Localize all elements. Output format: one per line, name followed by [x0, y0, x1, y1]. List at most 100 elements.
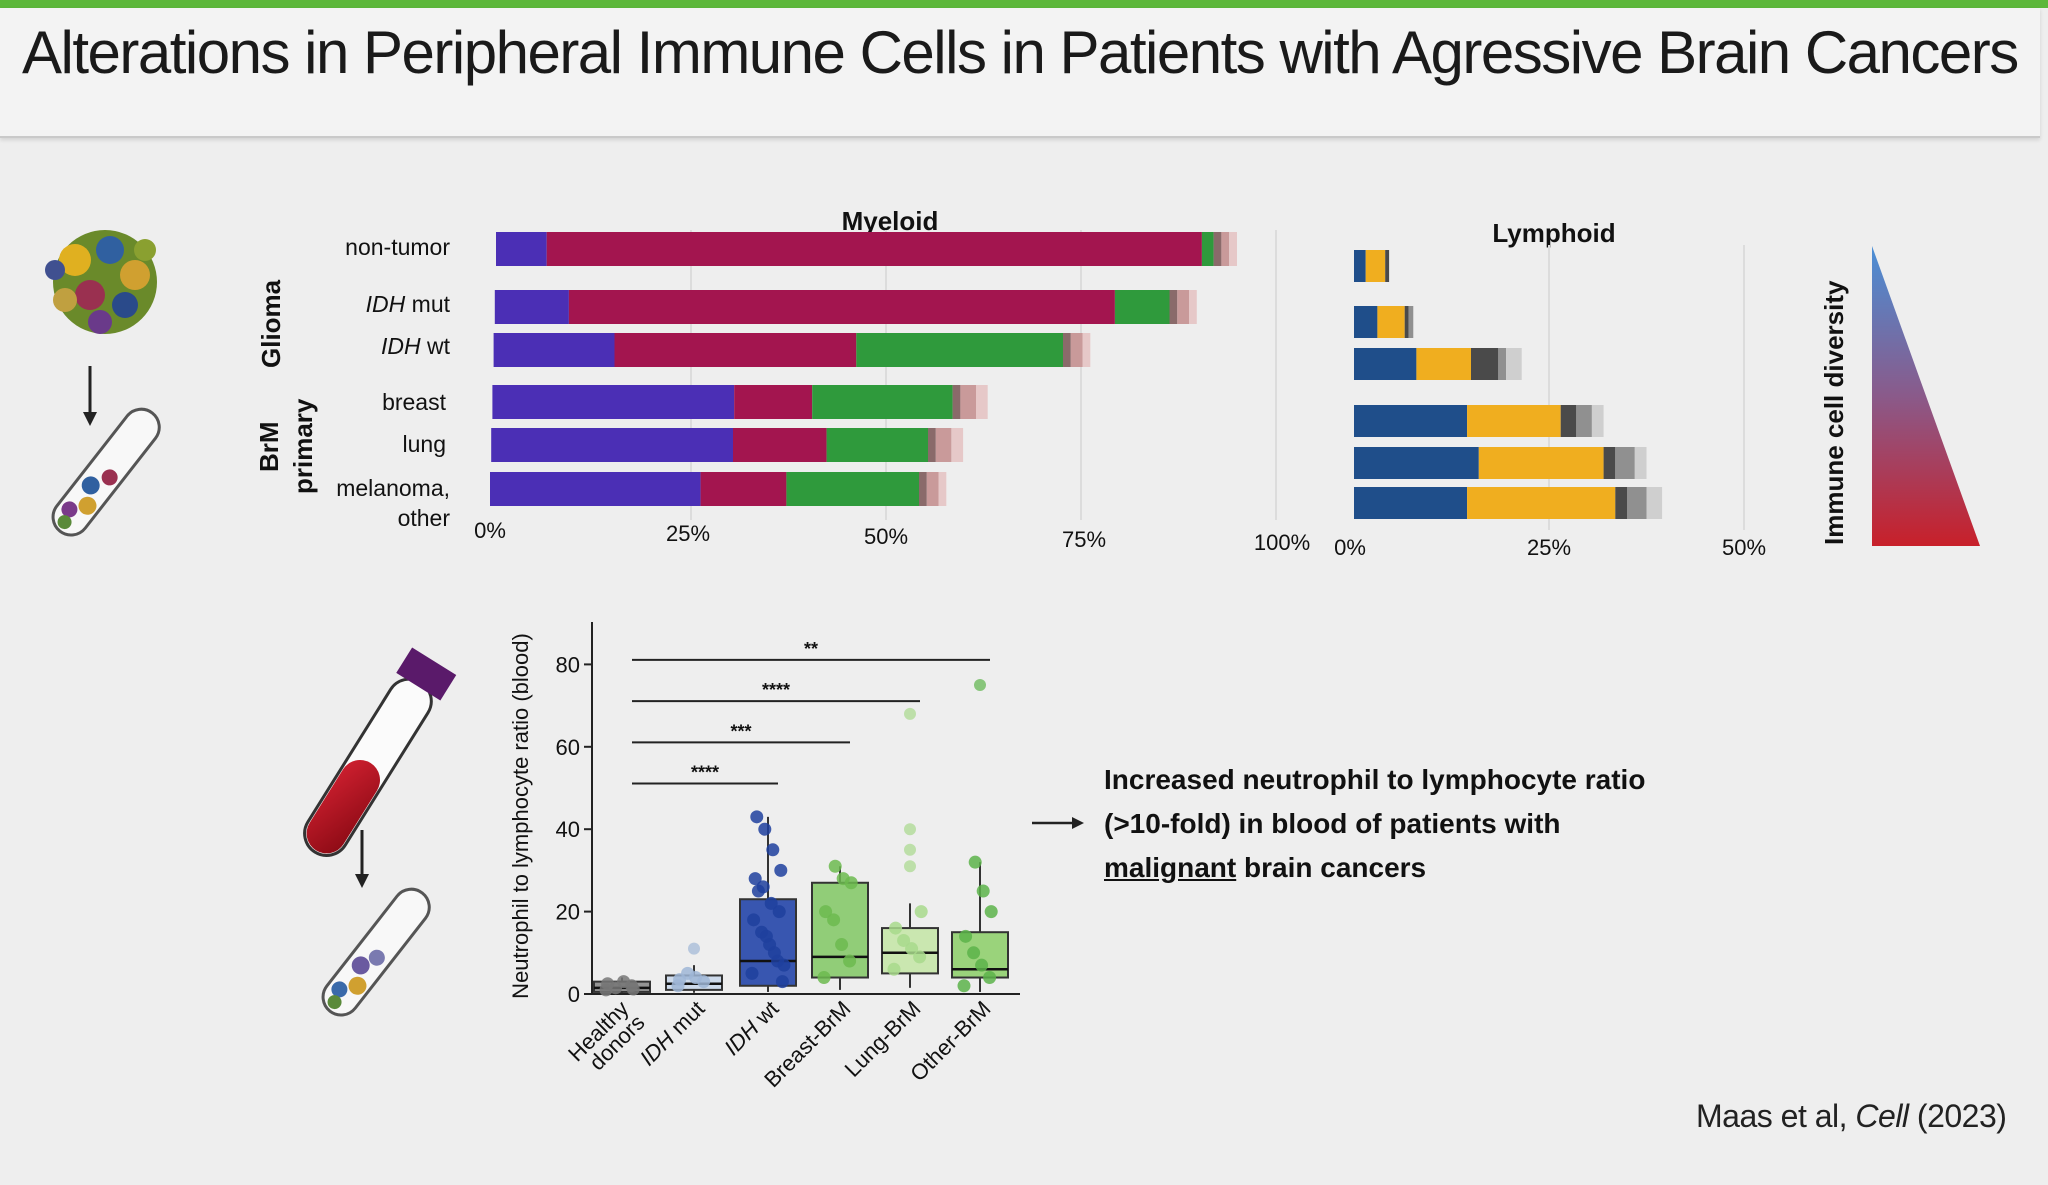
- lymphoid-bar-segment: [1471, 348, 1499, 380]
- box-data-point: [957, 979, 971, 993]
- myeloid-bar-segment: [935, 428, 952, 462]
- lymphoid-bar-segment: [1354, 405, 1468, 437]
- box-data-point: [975, 958, 989, 972]
- box-data-point: [626, 982, 640, 996]
- box-data-point: [959, 929, 973, 943]
- top-accent-bar: [0, 0, 2048, 8]
- lymphoid-bar-segment: [1354, 487, 1468, 519]
- arrow-down-icon-2: [355, 830, 369, 888]
- lymphoid-bar-segment: [1354, 250, 1366, 282]
- group-label-glioma: Glioma: [256, 279, 286, 368]
- lymphoid-bar-segment: [1354, 306, 1378, 338]
- lymphoid-bar-segment: [1615, 447, 1635, 479]
- category-labels: non-tumor IDH mut IDH wt breast lung mel…: [336, 234, 450, 531]
- group-label-primary: primary: [288, 398, 318, 494]
- box-outlier: [904, 860, 916, 873]
- cell-cluster-icon: [45, 230, 157, 334]
- annotation-line-2: (>10-fold) in blood of patients with: [1104, 808, 1561, 839]
- myeloid-bar-segment: [826, 428, 928, 462]
- annotation-line-3: malignant brain cancers: [1104, 846, 1645, 890]
- box-data-point: [772, 905, 786, 919]
- myeloid-bar-segment: [568, 290, 1115, 324]
- box-data-point: [836, 872, 850, 886]
- box-data-point: [887, 962, 901, 976]
- box-data-point: [601, 977, 615, 991]
- lymphoid-bar-segment: [1354, 348, 1417, 380]
- lymphoid-bar-segment: [1416, 348, 1471, 380]
- myeloid-bar-segment: [493, 333, 615, 367]
- myeloid-tick-label: 25%: [666, 521, 710, 546]
- box-data-point: [835, 938, 849, 952]
- lymphoid-bar-segment: [1354, 447, 1479, 479]
- box-data-point: [759, 929, 773, 943]
- box-data-point: [983, 971, 997, 985]
- box-data-point: [968, 855, 982, 869]
- lymphoid-bar-segment: [1408, 306, 1414, 338]
- lymphoid-bar-segment: [1560, 405, 1577, 437]
- category-label-2: other: [398, 505, 451, 531]
- box-data-point: [913, 950, 927, 964]
- box-y-tick-label: 40: [556, 817, 580, 842]
- diversity-label: Immune cell diversity: [1819, 280, 1849, 545]
- myeloid-bar-segment: [734, 385, 813, 419]
- myeloid-bar-segment: [1070, 333, 1083, 367]
- annotation-line-1: Increased neutrophil to lymphocyte ratio: [1104, 764, 1646, 795]
- citation-year: (2023): [1908, 1098, 2007, 1134]
- category-label: non-tumor: [345, 234, 450, 260]
- myeloid-bar-segment: [733, 428, 827, 462]
- myeloid-bar-segment: [546, 232, 1202, 266]
- annotation-line-3-rest: brain cancers: [1236, 852, 1427, 883]
- myeloid-bar-segment: [1213, 232, 1222, 266]
- myeloid-bar-segment: [919, 472, 927, 506]
- box-data-point: [905, 942, 919, 956]
- myeloid-title: Myeloid: [842, 206, 939, 236]
- box-data-point: [748, 872, 762, 886]
- test-tube-cells-icon: [51, 407, 161, 537]
- lymphoid-bar-segment: [1627, 487, 1647, 519]
- myeloid-bar-segment: [494, 290, 569, 324]
- category-label: breast: [382, 389, 447, 415]
- lymphoid-bar-segment: [1615, 487, 1627, 519]
- myeloid-tick-label: 75%: [1062, 527, 1106, 552]
- annotation-underlined-word: malignant: [1104, 852, 1237, 883]
- lymphoid-title: Lymphoid: [1492, 218, 1615, 248]
- box-y-tick-label: 80: [556, 652, 580, 677]
- box-data-point: [751, 884, 765, 898]
- box-y-tick-label: 0: [568, 982, 580, 1007]
- citation-journal: Cell: [1855, 1098, 1909, 1134]
- lymphoid-bar-segment: [1646, 487, 1663, 519]
- myeloid-bar-segment: [1063, 333, 1071, 367]
- box-data-point: [750, 810, 764, 824]
- box-x-tick-label: IDH wt: [719, 996, 783, 1060]
- myeloid-bar-segment: [1169, 290, 1178, 324]
- box-outlier: [904, 823, 916, 836]
- myeloid-bar-segment: [960, 385, 976, 419]
- box-data-point: [827, 913, 841, 927]
- lymphoid-bar-segment: [1365, 250, 1386, 282]
- box-data-point: [967, 946, 981, 960]
- lymphoid-bar-segment: [1467, 487, 1616, 519]
- title-bar: Alterations in Peripheral Immune Cells i…: [0, 8, 2040, 138]
- annotation-text: Increased neutrophil to lymphocyte ratio…: [1104, 758, 1645, 890]
- myeloid-bar-segment: [1221, 232, 1230, 266]
- box-data-point: [764, 896, 778, 910]
- significance-label: ****: [691, 763, 719, 783]
- myeloid-bar-segment: [952, 385, 961, 419]
- box-y-tick-label: 20: [556, 900, 580, 925]
- box-data-point: [775, 975, 789, 989]
- lymphoid-tick-label: 0%: [1334, 535, 1366, 560]
- box-data-point: [758, 822, 772, 836]
- box-data-point: [889, 921, 903, 935]
- lymphoid-bar-segment: [1603, 447, 1616, 479]
- box-data-point: [976, 884, 990, 898]
- box-data-point: [745, 966, 759, 980]
- category-label: IDH mut: [366, 291, 451, 317]
- myeloid-bar-segment: [856, 333, 1063, 367]
- box-data-point: [777, 958, 791, 972]
- lymphoid-bar-segment: [1506, 348, 1522, 380]
- box-data-point: [747, 913, 761, 927]
- myeloid-bar-segment: [786, 472, 919, 506]
- myeloid-chart: 0% 25% 50% 75% 100%: [474, 230, 1310, 555]
- myeloid-bar-segment: [496, 232, 547, 266]
- box-data-point: [897, 933, 911, 947]
